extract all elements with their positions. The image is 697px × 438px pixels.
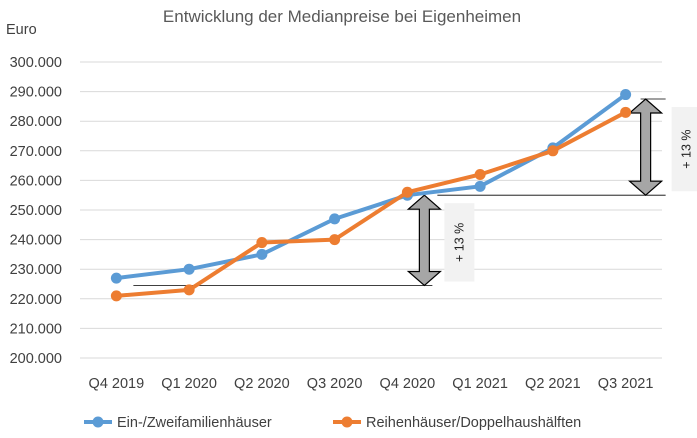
legend: Ein-/Zweifamilienhäuser Reihenhäuser/Dopp… xyxy=(84,415,581,431)
data-point xyxy=(110,272,122,284)
data-point xyxy=(329,213,341,225)
y-tick-label: 230.000 xyxy=(10,262,62,278)
annotation-box xyxy=(444,203,475,282)
x-tick-label: Q1 2020 xyxy=(161,376,217,392)
y-tick-label: 240.000 xyxy=(10,233,62,249)
x-tick-label: Q4 2020 xyxy=(380,376,436,392)
x-tick-label: Q3 2021 xyxy=(598,376,654,392)
y-tick-label: 200.000 xyxy=(10,351,62,367)
legend-label: Reihenhäuser/Doppelhaushälften xyxy=(366,415,581,431)
data-point xyxy=(183,284,195,296)
double-arrow xyxy=(628,98,664,196)
x-tick-label: Q3 2020 xyxy=(307,376,363,392)
data-point xyxy=(620,89,632,101)
y-tick-label: 270.000 xyxy=(10,144,62,160)
legend-marker xyxy=(92,416,104,428)
y-tick-labels: 200.000 210.000 220.000 230.000 240.000 250.0… xyxy=(10,55,62,367)
x-tick-label: Q2 2020 xyxy=(234,376,290,392)
data-point xyxy=(474,180,486,192)
x-tick-labels: Q4 2019 Q1 2020 Q2 2020 Q3 2020 Q4 2020 Q1 20… xyxy=(89,376,654,392)
data-point xyxy=(547,145,559,157)
y-tick-label: 260.000 xyxy=(10,173,62,189)
annotation-label: + 13 % xyxy=(680,129,694,168)
y-tick-label: 290.000 xyxy=(10,85,62,101)
series-lines xyxy=(110,89,632,302)
annotation-box xyxy=(671,107,697,192)
double-arrow xyxy=(406,194,442,287)
x-tick-label: Q2 2021 xyxy=(525,376,581,392)
annotation-label: + 13 % xyxy=(452,223,466,262)
data-point xyxy=(110,290,122,302)
x-tick-label: Q4 2019 xyxy=(89,376,145,392)
series-line-2 xyxy=(114,110,628,298)
legend-label: Ein-/Zweifamilienhäuser xyxy=(117,415,272,431)
data-point xyxy=(256,237,268,249)
data-point xyxy=(474,168,486,180)
y-tick-label: 280.000 xyxy=(10,114,62,130)
data-point xyxy=(620,106,632,118)
data-point xyxy=(401,186,413,198)
gridlines xyxy=(80,61,662,359)
data-point xyxy=(183,263,195,275)
y-tick-label: 210.000 xyxy=(10,321,62,337)
y-axis-label: Euro xyxy=(6,22,37,38)
annotations: + 13 % + 13 % xyxy=(133,98,697,287)
y-tick-label: 300.000 xyxy=(10,55,62,71)
x-tick-label: Q1 2021 xyxy=(452,376,508,392)
legend-marker xyxy=(341,416,353,428)
series-line-1 xyxy=(114,92,628,281)
y-tick-label: 220.000 xyxy=(10,292,62,308)
y-tick-label: 250.000 xyxy=(10,203,62,219)
data-point xyxy=(329,234,341,246)
data-point xyxy=(256,248,268,260)
chart-title: Entwicklung der Medianpreise bei Eigenhe… xyxy=(163,7,521,26)
